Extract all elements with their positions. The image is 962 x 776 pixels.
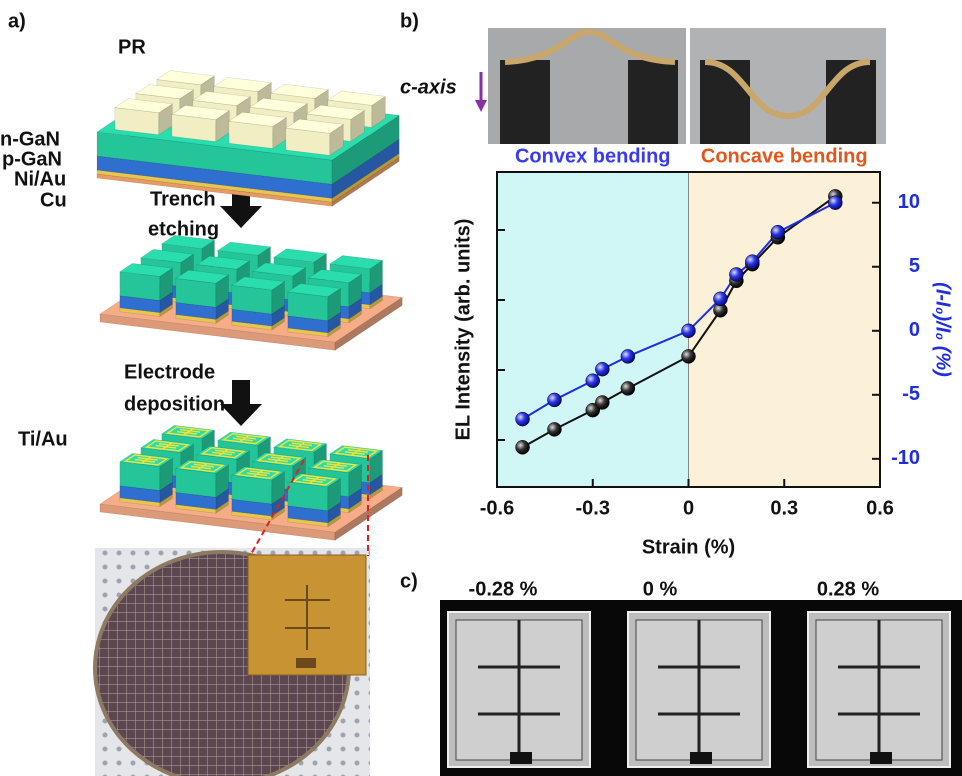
x-axis-title: Strain (%) bbox=[642, 536, 735, 558]
region-label: Convex bending bbox=[515, 145, 671, 167]
y2-tick-label: 10 bbox=[898, 191, 920, 213]
strain-label: 0.28 % bbox=[817, 578, 879, 600]
data-point bbox=[771, 225, 785, 239]
y2-tick-label: -10 bbox=[891, 447, 920, 469]
x-tick-label: 0.6 bbox=[866, 497, 894, 519]
x-tick-label: 0 bbox=[683, 497, 694, 519]
y-axis-title: EL Intensity (arb. units) bbox=[452, 219, 474, 441]
strain-label: -0.28 % bbox=[469, 578, 538, 600]
data-point bbox=[682, 349, 696, 363]
layer-label: n-GaN bbox=[0, 128, 60, 150]
data-point bbox=[586, 374, 600, 388]
chart: Convex bending Concave bending -0.6 -0.3 0 0.… bbox=[452, 145, 953, 558]
data-point bbox=[621, 349, 635, 363]
x-tick-label: 0.3 bbox=[770, 497, 798, 519]
panel-label: c) bbox=[400, 570, 418, 592]
data-point bbox=[682, 324, 696, 338]
panel-label: b) bbox=[400, 10, 419, 32]
clamp bbox=[500, 60, 550, 144]
clamp bbox=[826, 60, 876, 144]
step-label: Trench bbox=[150, 188, 216, 210]
device-pad bbox=[870, 752, 892, 764]
region bbox=[497, 172, 689, 487]
pad bbox=[296, 658, 316, 668]
clamp bbox=[628, 60, 678, 144]
data-point bbox=[547, 393, 561, 407]
step-label: deposition bbox=[124, 393, 225, 415]
axis-note: c-axis bbox=[400, 76, 457, 98]
region bbox=[689, 172, 881, 487]
x-tick-label: -0.6 bbox=[480, 497, 514, 519]
panel-label: a) bbox=[8, 10, 26, 32]
c-axis-arrow bbox=[475, 100, 487, 112]
data-point bbox=[547, 422, 561, 436]
layer-label: PR bbox=[118, 36, 146, 58]
x-tick-label: -0.3 bbox=[576, 497, 610, 519]
strain-label: 0 % bbox=[643, 578, 678, 600]
data-point bbox=[745, 255, 759, 269]
y2-tick-label: 5 bbox=[909, 255, 920, 277]
clamp bbox=[700, 60, 750, 144]
region-label: Concave bending bbox=[701, 145, 868, 167]
data-point bbox=[621, 381, 635, 395]
layer-label: Ti/Au bbox=[18, 428, 68, 450]
data-point bbox=[729, 267, 743, 281]
data-point bbox=[516, 412, 530, 426]
step-label: Electrode bbox=[124, 361, 215, 383]
figure: a) PR n-GaN p-GaN Ni/Au Cu Trench etchin… bbox=[0, 0, 962, 776]
y2-axis-title: (I-I₀)/I₀ (%) bbox=[932, 282, 954, 377]
data-point bbox=[828, 196, 842, 210]
layer-label: p-GaN bbox=[2, 148, 62, 170]
data-point bbox=[595, 362, 609, 376]
device-pad bbox=[510, 752, 532, 764]
device-diagram bbox=[97, 71, 402, 541]
data-point bbox=[595, 395, 609, 409]
y2-tick-label: -5 bbox=[902, 383, 920, 405]
process-arrow bbox=[220, 380, 262, 426]
data-point bbox=[713, 292, 727, 306]
el-squares bbox=[448, 612, 950, 767]
y2-tick-label: 0 bbox=[909, 319, 920, 341]
data-point bbox=[516, 440, 530, 454]
layer-label: Cu bbox=[40, 189, 67, 211]
layer-label: Ni/Au bbox=[14, 168, 66, 190]
device-pad bbox=[690, 752, 712, 764]
